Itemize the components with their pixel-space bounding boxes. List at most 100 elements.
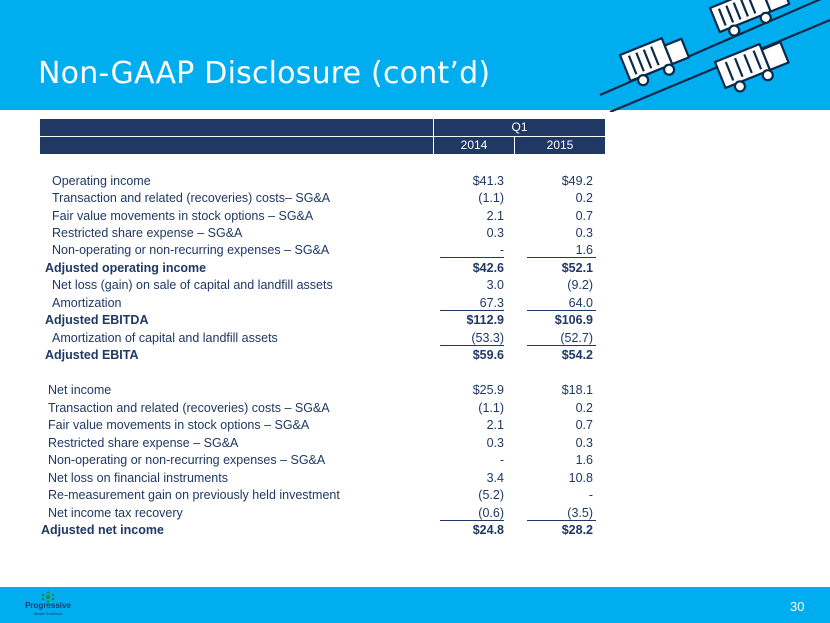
- value-2014: 3.0: [486, 278, 504, 292]
- row-label: Non-operating or non-recurring expenses …: [52, 243, 330, 257]
- value-2015: 10.8: [568, 471, 593, 485]
- row-label: Restricted share expense – SG&A: [52, 226, 243, 240]
- value-2015: $54.2: [561, 348, 593, 362]
- column-header-2015: 2015: [546, 138, 574, 152]
- row-label: Net loss on financial instruments: [48, 471, 228, 485]
- value-2014: (1.1): [478, 401, 504, 415]
- value-2014: $112.9: [466, 313, 504, 327]
- subtotal-rule-2015: [527, 310, 596, 311]
- logo-name: Progressive: [25, 601, 71, 610]
- row-label: Adjusted EBITDA: [45, 313, 149, 327]
- value-2014: (53.3): [471, 331, 504, 345]
- table-row: Net income $25.9 $18.1: [0, 383, 830, 400]
- value-2014: 2.1: [486, 209, 504, 223]
- footer-bar: [0, 587, 830, 623]
- logo-mark-icon: [41, 591, 55, 603]
- value-2015: 64.0: [568, 296, 593, 310]
- value-2015: $18.1: [561, 383, 593, 397]
- subtotal-rule-2014: [440, 345, 504, 346]
- table-row: Operating income $41.3 $49.2: [0, 174, 830, 191]
- value-2015: 1.6: [575, 243, 593, 257]
- subtotal-rule-2015: [527, 345, 596, 346]
- value-2014: 3.4: [486, 471, 504, 485]
- value-2015: 0.3: [575, 226, 593, 240]
- table-row: Re-measurement gain on previously held i…: [0, 488, 830, 505]
- row-label: Re-measurement gain on previously held i…: [48, 488, 340, 502]
- logo-tagline: Waste Solutions: [33, 611, 63, 616]
- value-2015: 0.3: [575, 436, 593, 450]
- row-label: Restricted share expense – SG&A: [48, 436, 239, 450]
- table-row: Transaction and related (recoveries) cos…: [0, 401, 830, 418]
- period-header: Q1: [511, 120, 528, 134]
- table-row-subtotal: Adjusted operating income $42.6 $52.1: [0, 261, 830, 278]
- table-row: Amortization 67.3 64.0: [0, 296, 830, 313]
- row-label: Amortization of capital and landfill ass…: [52, 331, 278, 345]
- table-row-subtotal: Adjusted EBITA $59.6 $54.2: [0, 348, 830, 365]
- value-2015: $28.2: [561, 523, 593, 537]
- row-label: Net income tax recovery: [48, 506, 183, 520]
- row-label: Net income: [48, 383, 112, 397]
- value-2015: (52.7): [560, 331, 593, 345]
- table-row: Fair value movements in stock options – …: [0, 209, 830, 226]
- table-row: Net loss (gain) on sale of capital and l…: [0, 278, 830, 295]
- value-2015: -: [588, 488, 593, 502]
- table-row: Transaction and related (recoveries) cos…: [0, 191, 830, 208]
- value-2014: 67.3: [479, 296, 504, 310]
- value-2014: (5.2): [478, 488, 504, 502]
- row-label: Adjusted net income: [41, 523, 164, 537]
- value-2014: 2.1: [486, 418, 504, 432]
- value-2014: $59.6: [472, 348, 504, 362]
- value-2015: 0.7: [575, 418, 593, 432]
- value-2014: $24.8: [472, 523, 504, 537]
- row-label: Fair value movements in stock options – …: [52, 209, 314, 223]
- value-2015: 0.7: [575, 209, 593, 223]
- garbage-trucks-illustration: [599, 0, 830, 112]
- row-label: Fair value movements in stock options – …: [48, 418, 310, 432]
- row-label: Amortization: [52, 296, 122, 310]
- subtotal-rule-2014: [440, 520, 504, 521]
- value-2015: 0.2: [575, 191, 593, 205]
- table-row: Net income tax recovery (0.6) (3.5): [0, 506, 830, 523]
- value-2015: $49.2: [561, 174, 593, 188]
- company-logo: Progressive Waste Solutions: [12, 590, 84, 620]
- value-2015: 1.6: [575, 453, 593, 467]
- table-row: Non-operating or non-recurring expenses …: [0, 243, 830, 260]
- value-2015: $52.1: [561, 261, 593, 275]
- value-2014: $25.9: [472, 383, 504, 397]
- value-2015: (3.5): [567, 506, 593, 520]
- value-2014: -: [499, 453, 504, 467]
- value-2014: $41.3: [472, 174, 504, 188]
- table-row-subtotal: Adjusted EBITDA $112.9 $106.9: [0, 313, 830, 330]
- row-label: Adjusted operating income: [45, 261, 207, 275]
- row-label: Non-operating or non-recurring expenses …: [48, 453, 326, 467]
- subtotal-rule-2015: [527, 257, 596, 258]
- value-2015: $106.9: [554, 313, 593, 327]
- value-2015: 0.2: [575, 401, 593, 415]
- table-row: Net loss on financial instruments 3.4 10…: [0, 471, 830, 488]
- value-2015: (9.2): [567, 278, 593, 292]
- value-2014: 0.3: [486, 226, 504, 240]
- page-title: Non-GAAP Disclosure (cont’d): [38, 56, 491, 91]
- value-2014: -: [499, 243, 504, 257]
- table-header-period-row: Q1: [40, 119, 605, 136]
- subtotal-rule-2014: [440, 310, 504, 311]
- subtotal-rule-2015: [527, 520, 596, 521]
- table-row: Restricted share expense – SG&A 0.3 0.3: [0, 226, 830, 243]
- table-row: Non-operating or non-recurring expenses …: [0, 453, 830, 470]
- table-header-year-row: 2014 2015: [40, 137, 605, 154]
- value-2014: $42.6: [472, 261, 504, 275]
- table-row: Restricted share expense – SG&A 0.3 0.3: [0, 436, 830, 453]
- page-number: 30: [790, 599, 805, 614]
- header-divider: [40, 136, 605, 137]
- column-header-2014: 2014: [460, 138, 488, 152]
- subtotal-rule-2014: [440, 257, 504, 258]
- table-row-total: Adjusted net income $24.8 $28.2: [0, 523, 830, 540]
- value-2014: 0.3: [486, 436, 504, 450]
- table-row: Amortization of capital and landfill ass…: [0, 331, 830, 348]
- row-label: Transaction and related (recoveries) cos…: [48, 401, 330, 415]
- row-label: Operating income: [52, 174, 151, 188]
- value-2014: (0.6): [478, 506, 504, 520]
- row-label: Net loss (gain) on sale of capital and l…: [52, 278, 333, 292]
- value-2014: (1.1): [478, 191, 504, 205]
- table-row: Fair value movements in stock options – …: [0, 418, 830, 435]
